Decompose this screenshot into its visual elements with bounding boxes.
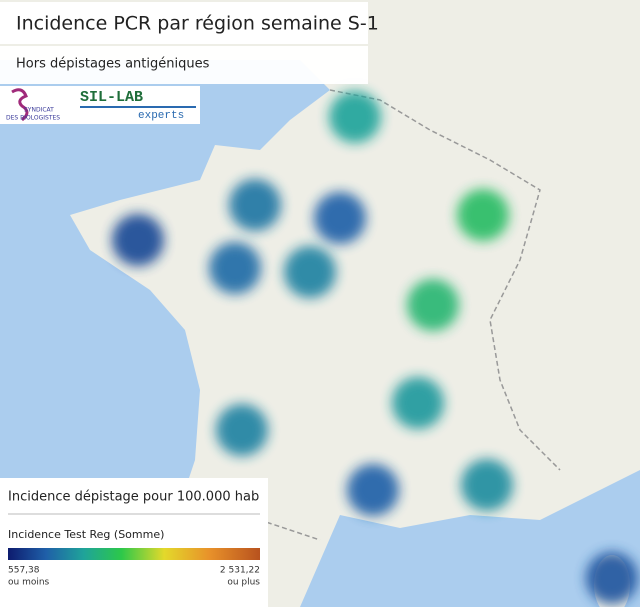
bubbles — [112, 91, 638, 604]
atlantic — [0, 60, 330, 500]
incidence-bubble[interactable] — [209, 242, 261, 294]
logo-text: SIL-LAB — [80, 89, 143, 106]
legend-max-note: ou plus — [227, 578, 260, 588]
incidence-bubble[interactable] — [284, 246, 336, 298]
logo-mark — [11, 88, 29, 122]
legend-measure: Incidence Test Reg (Somme) — [8, 528, 164, 541]
mediterranean — [300, 470, 640, 607]
incidence-bubble[interactable] — [329, 91, 381, 143]
legend-min-note: ou moins — [8, 578, 50, 588]
title: Incidence PCR par région semaine S-1 — [16, 13, 379, 35]
logo-text: DES BIOLOGISTES — [6, 115, 60, 122]
legend-scale — [8, 548, 260, 560]
incidence-bubble[interactable] — [407, 279, 459, 331]
incidence-bubble[interactable] — [216, 404, 268, 456]
subtitle: Hors dépistages antigéniques — [16, 57, 210, 72]
subtitle-box — [0, 46, 368, 84]
incidence-bubble[interactable] — [586, 552, 638, 604]
title-box — [0, 2, 368, 44]
legend-max: 2 531,22 — [220, 566, 260, 576]
border — [329, 89, 561, 471]
incidence-bubble[interactable] — [461, 459, 513, 511]
incidence-bubble[interactable] — [314, 192, 366, 244]
incidence-bubble[interactable] — [457, 189, 509, 241]
legend-min: 557,38 — [8, 566, 40, 576]
incidence-bubble[interactable] — [112, 214, 164, 266]
logo-text: experts — [138, 110, 184, 122]
legend-box — [0, 478, 268, 607]
incidence-bubble[interactable] — [392, 377, 444, 429]
logo-text: SYNDICAT — [24, 107, 54, 114]
incidence-bubble[interactable] — [229, 179, 281, 231]
incidence-bubble[interactable] — [347, 464, 399, 516]
legend-title: Incidence dépistage pour 100.000 hab — [8, 490, 259, 505]
logo-box — [0, 86, 200, 124]
